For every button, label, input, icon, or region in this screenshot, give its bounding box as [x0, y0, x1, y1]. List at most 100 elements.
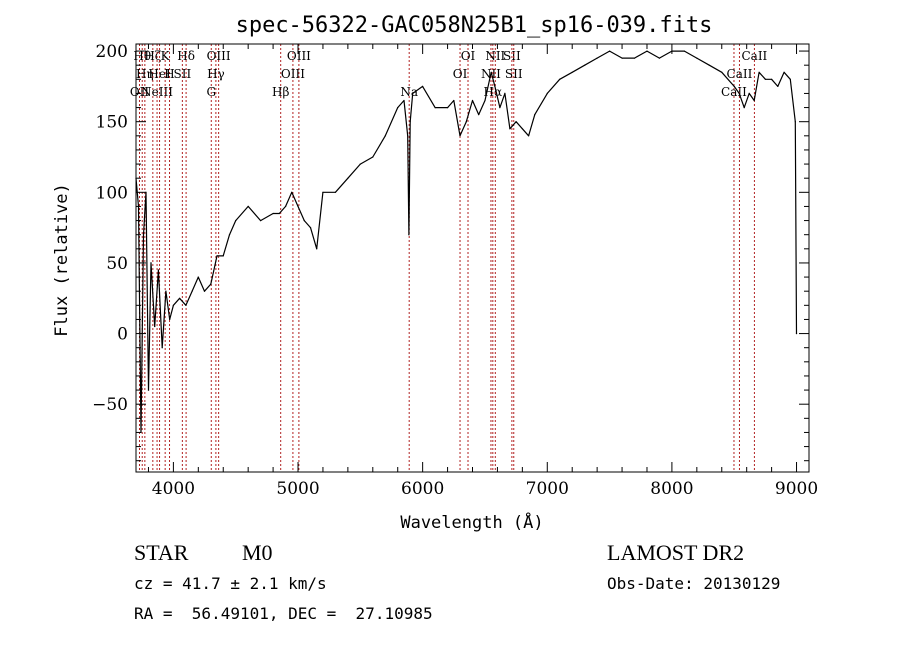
spectrum-point [453, 100, 454, 101]
spectrum-line [136, 51, 797, 432]
spectrum-series [135, 51, 797, 434]
spectrum-point [162, 347, 163, 348]
spectrum-point [422, 86, 423, 87]
y-tick-label-200: 200 [96, 42, 128, 62]
x-tick-label-7000: 7000 [526, 479, 569, 499]
spectrum-point [235, 220, 236, 221]
line-markers: OIIHθHηHζNeIIIHeIKHSIIHδGHγOIIIHβOIIIOII… [130, 44, 768, 472]
spectrum-point [795, 121, 796, 122]
spectrum-point [148, 390, 149, 391]
spectrum-point [192, 291, 193, 292]
spectrum-point [322, 192, 323, 193]
line-label: Hδ [177, 49, 195, 63]
line-label: Hβ [272, 85, 289, 99]
survey-name: LAMOST DR2 [607, 540, 744, 566]
spectrum-point [491, 72, 492, 73]
spectrum-point [335, 192, 336, 193]
line-label: SII [503, 49, 521, 63]
spectrum-point [360, 164, 361, 165]
spectrum-point [771, 79, 772, 80]
spectrum-point [179, 298, 180, 299]
y-tick-label-0: 0 [117, 325, 128, 345]
line-label: OIII [287, 49, 311, 63]
spectrum-point [154, 326, 155, 327]
spectrum-point [709, 65, 710, 66]
spectrum-point [572, 72, 573, 73]
spectrum-point [347, 178, 348, 179]
line-label: SII [505, 67, 523, 81]
spectrum-point [749, 93, 750, 94]
spectrum-point [597, 58, 598, 59]
line-label: OIII [207, 49, 231, 63]
chart-title: spec-56322-GAC058N25B1_sp16-039.fits [236, 13, 713, 38]
spectrum-point [796, 333, 797, 334]
line-label: Hγ [207, 67, 225, 81]
spectrum-point [784, 72, 785, 73]
spectrum-point [504, 93, 505, 94]
spectrum-point [659, 58, 660, 59]
spectrum-point [435, 107, 436, 108]
spectrum-point [223, 255, 224, 256]
spectrum-point [522, 128, 523, 129]
spectrum-point [721, 72, 722, 73]
spectrum-point [273, 213, 274, 214]
spectrum-point [509, 128, 510, 129]
object-subclass: M0 [242, 540, 273, 566]
y-tick-label-100: 100 [96, 183, 128, 203]
line-label: OIII [281, 67, 305, 81]
spectrum-point [185, 305, 186, 306]
spectrum-point [403, 100, 404, 101]
spectrum-point [622, 58, 623, 59]
x-tick-label-6000: 6000 [401, 479, 444, 499]
spectrum-point [684, 51, 685, 52]
spectrum-point [609, 51, 610, 52]
spectrum-point [310, 227, 311, 228]
spectrum-point [528, 135, 529, 136]
line-label: CaII [741, 49, 767, 63]
spectrum-point [494, 86, 495, 87]
y-tick-label-150: 150 [96, 113, 128, 133]
spectrum-point [210, 284, 211, 285]
spectrum-point [696, 58, 697, 59]
spectrum-point [385, 135, 386, 136]
x-tick-label-9000: 9000 [775, 479, 818, 499]
spectrum-point [260, 220, 261, 221]
spectrum-point [216, 255, 217, 256]
redshift-text: cz = 41.7 ± 2.1 km/s [134, 574, 327, 593]
spectrum-point [285, 206, 286, 207]
spectrum-point [173, 305, 174, 306]
y-axis-label: Flux (relative) [52, 183, 72, 337]
spectrum-point [397, 107, 398, 108]
object-class: STAR [134, 540, 188, 566]
spectrum-point [407, 135, 408, 136]
spectrum-point [472, 100, 473, 101]
spectrum-point [447, 107, 448, 108]
y-tick-label--50: −50 [92, 395, 128, 415]
x-tick-label-5000: 5000 [276, 479, 319, 499]
spectrum-point [459, 135, 460, 136]
spectrum-point [547, 93, 548, 94]
line-label: OI [453, 67, 468, 81]
spectrum-point [516, 121, 517, 122]
spectrum-point [291, 192, 292, 193]
spectrum-point [158, 269, 159, 270]
spectrum-point [534, 114, 535, 115]
line-label: CaII [727, 67, 753, 81]
line-label: NeIII [141, 85, 173, 99]
spectrum-point [165, 291, 166, 292]
spectrum-point [198, 277, 199, 278]
x-tick-label-4000: 4000 [152, 479, 195, 499]
plot-frame [136, 44, 809, 472]
spectrum-point [739, 93, 740, 94]
spectrum-point [408, 234, 409, 235]
spectrum-point [584, 65, 585, 66]
spectrum-point [279, 213, 280, 214]
spectrum-point [229, 234, 230, 235]
spectrum-point [765, 79, 766, 80]
spectrum-point [143, 234, 144, 235]
spectrum-point [499, 107, 500, 108]
spectrum-point [759, 72, 760, 73]
obs-date: Obs-Date: 20130129 [607, 574, 780, 593]
spectrum-point [410, 121, 411, 122]
spectrum-point [484, 100, 485, 101]
